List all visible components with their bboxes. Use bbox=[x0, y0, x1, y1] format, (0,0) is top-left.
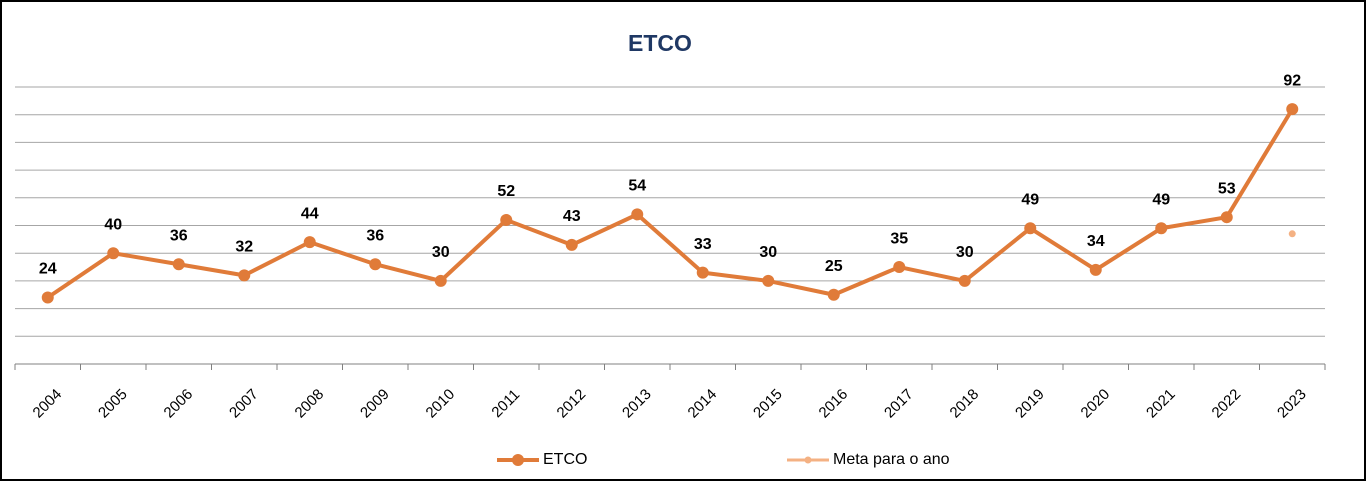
point bbox=[1220, 211, 1233, 224]
point bbox=[827, 288, 840, 301]
point bbox=[369, 258, 382, 271]
data-label: 52 bbox=[497, 183, 515, 200]
data-label: 54 bbox=[628, 178, 646, 195]
legend-marker bbox=[512, 454, 524, 466]
data-label: 43 bbox=[563, 208, 581, 225]
data-label: 36 bbox=[170, 227, 188, 244]
data-label: 36 bbox=[366, 227, 384, 244]
point bbox=[958, 274, 971, 287]
point bbox=[238, 269, 251, 282]
data-label: 30 bbox=[432, 244, 450, 261]
legend-marker bbox=[804, 456, 812, 464]
data-label: 49 bbox=[1021, 191, 1039, 208]
point bbox=[893, 261, 906, 274]
data-label: 33 bbox=[694, 236, 712, 253]
data-label: 53 bbox=[1218, 180, 1236, 197]
point bbox=[41, 291, 54, 304]
point bbox=[565, 238, 578, 251]
line bbox=[46, 108, 1294, 300]
data-label: 30 bbox=[759, 244, 777, 261]
point bbox=[696, 266, 709, 279]
point bbox=[1288, 230, 1296, 238]
point bbox=[172, 258, 185, 271]
point bbox=[1024, 222, 1037, 235]
legend-label: ETCO bbox=[543, 451, 587, 468]
data-label: 25 bbox=[825, 258, 843, 275]
data-label: 92 bbox=[1283, 72, 1301, 89]
data-label: 35 bbox=[890, 230, 908, 247]
point bbox=[500, 213, 513, 226]
point bbox=[1286, 103, 1299, 116]
chart-title: ETCO bbox=[628, 30, 692, 56]
point bbox=[107, 247, 120, 260]
data-label: 44 bbox=[301, 205, 319, 222]
point bbox=[303, 236, 316, 249]
data-label: 24 bbox=[39, 261, 57, 278]
point bbox=[631, 208, 644, 221]
data-label: 49 bbox=[1152, 191, 1170, 208]
legend-label: Meta para o ano bbox=[833, 451, 950, 468]
data-label: 40 bbox=[104, 216, 122, 233]
data-label: 32 bbox=[235, 239, 253, 256]
point bbox=[434, 274, 447, 287]
data-label: 30 bbox=[956, 244, 974, 261]
point bbox=[1089, 263, 1102, 276]
point bbox=[1155, 222, 1168, 235]
point bbox=[762, 274, 775, 287]
data-label: 34 bbox=[1087, 233, 1105, 250]
